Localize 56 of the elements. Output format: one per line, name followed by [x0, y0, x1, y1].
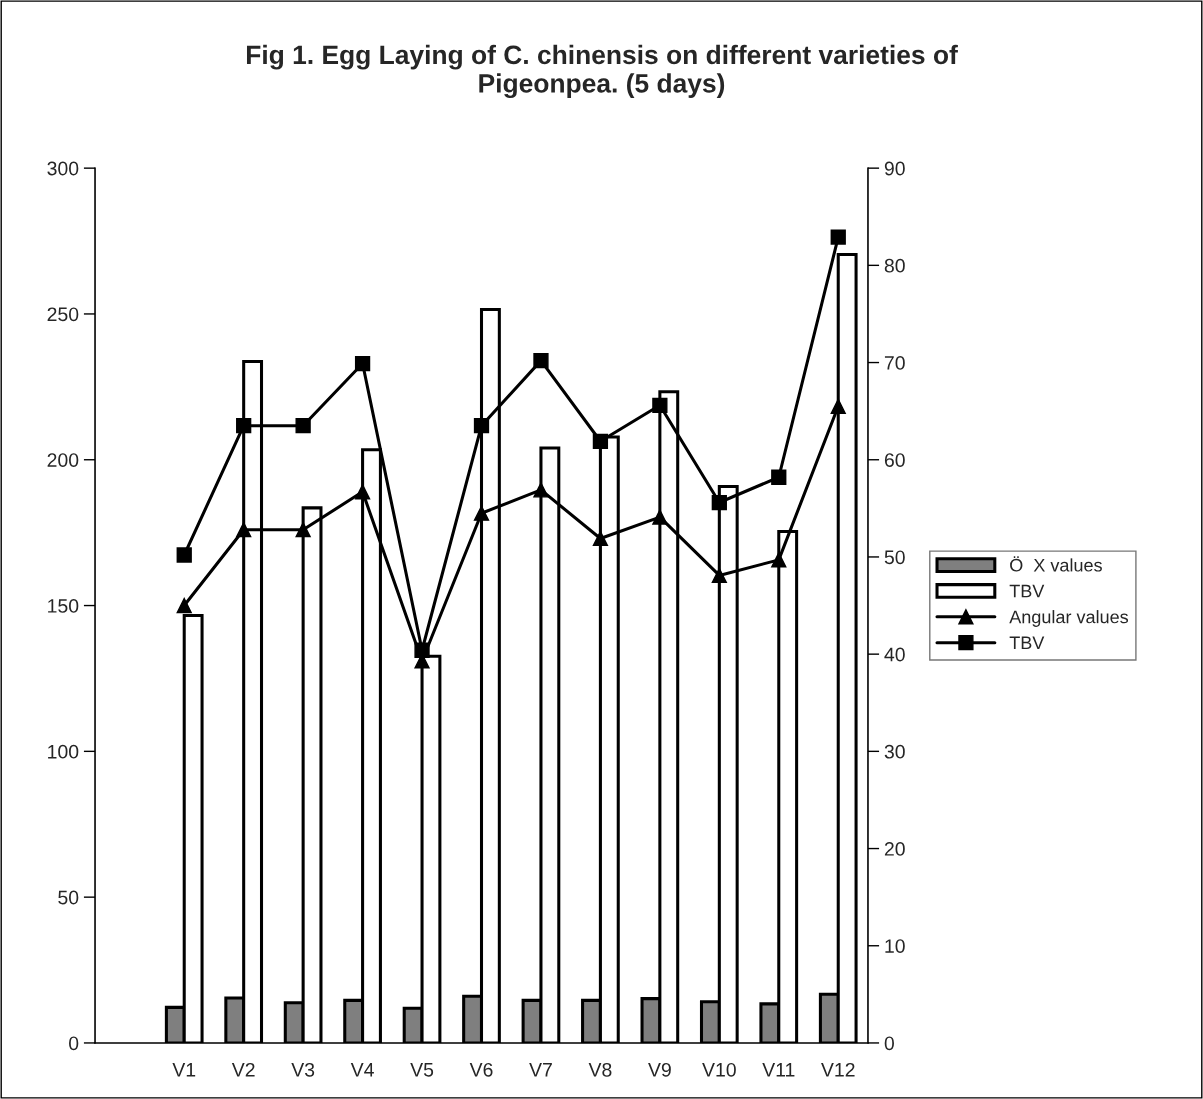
point: [830, 229, 846, 245]
point: [473, 418, 490, 434]
y2-tick-label: 50: [884, 550, 905, 565]
x-tick-label: V12: [821, 1062, 855, 1077]
y2-tick-label: 20: [884, 842, 905, 856]
x-tick-label: V9: [648, 1062, 671, 1077]
y-tick-label: 250: [47, 307, 79, 322]
point: [354, 355, 371, 372]
point: [236, 418, 252, 434]
y2-tick-label: 10: [885, 939, 905, 953]
x-tick-label: V11: [762, 1063, 795, 1077]
point: [711, 567, 727, 584]
y-tick-label: 100: [48, 744, 79, 759]
y2-tick-label: 80: [884, 258, 905, 273]
point: [592, 530, 609, 547]
y2-tick-label: 40: [884, 647, 905, 662]
point: [830, 398, 846, 414]
y-tick-label: 50: [58, 890, 79, 905]
x-tick-label: V8: [588, 1062, 612, 1077]
point: [176, 597, 192, 614]
y2-tick-label: 70: [884, 356, 905, 370]
x-tick-label: V2: [231, 1062, 255, 1077]
point: [533, 352, 549, 369]
x-tick-label: V1: [172, 1063, 196, 1077]
legend-label: TBV: [1009, 636, 1045, 650]
point: [652, 397, 668, 413]
y2-tick-label: 0: [884, 1036, 894, 1051]
point: [354, 484, 371, 500]
point: [592, 433, 609, 449]
y-tick-label: 150: [48, 599, 79, 613]
point: [711, 494, 727, 511]
point: [295, 522, 311, 538]
x-tick-label: V3: [291, 1062, 315, 1077]
point: [771, 552, 787, 568]
point: [236, 522, 252, 538]
point: [414, 642, 430, 658]
legend-label: TBV: [1009, 584, 1045, 598]
point: [176, 547, 192, 563]
x-tick-label: V7: [529, 1063, 552, 1077]
point: [771, 469, 787, 485]
y-tick-label: 300: [47, 161, 79, 176]
point: [652, 509, 668, 525]
point: [533, 482, 549, 498]
x-tick-label: V6: [469, 1062, 493, 1077]
x-tick-label: V5: [410, 1063, 434, 1077]
y2-tick-label: 30: [884, 744, 905, 759]
y2-tick-label: 60: [884, 453, 905, 467]
legend-label: Ö X values: [1010, 556, 1102, 572]
y2-tick-label: 90: [884, 161, 905, 176]
point: [295, 418, 311, 434]
y-tick-label: 0: [69, 1036, 79, 1051]
x-tick-label: V10: [702, 1062, 736, 1077]
legend-label: Angular values: [1009, 610, 1129, 627]
y-tick-label: 200: [47, 453, 79, 467]
chart-title: Fig 1. Egg Laying of C. chinensis on different varieties of Pigeonpea. (5 days): [246, 44, 958, 99]
x-tick-label: V4: [350, 1063, 374, 1077]
